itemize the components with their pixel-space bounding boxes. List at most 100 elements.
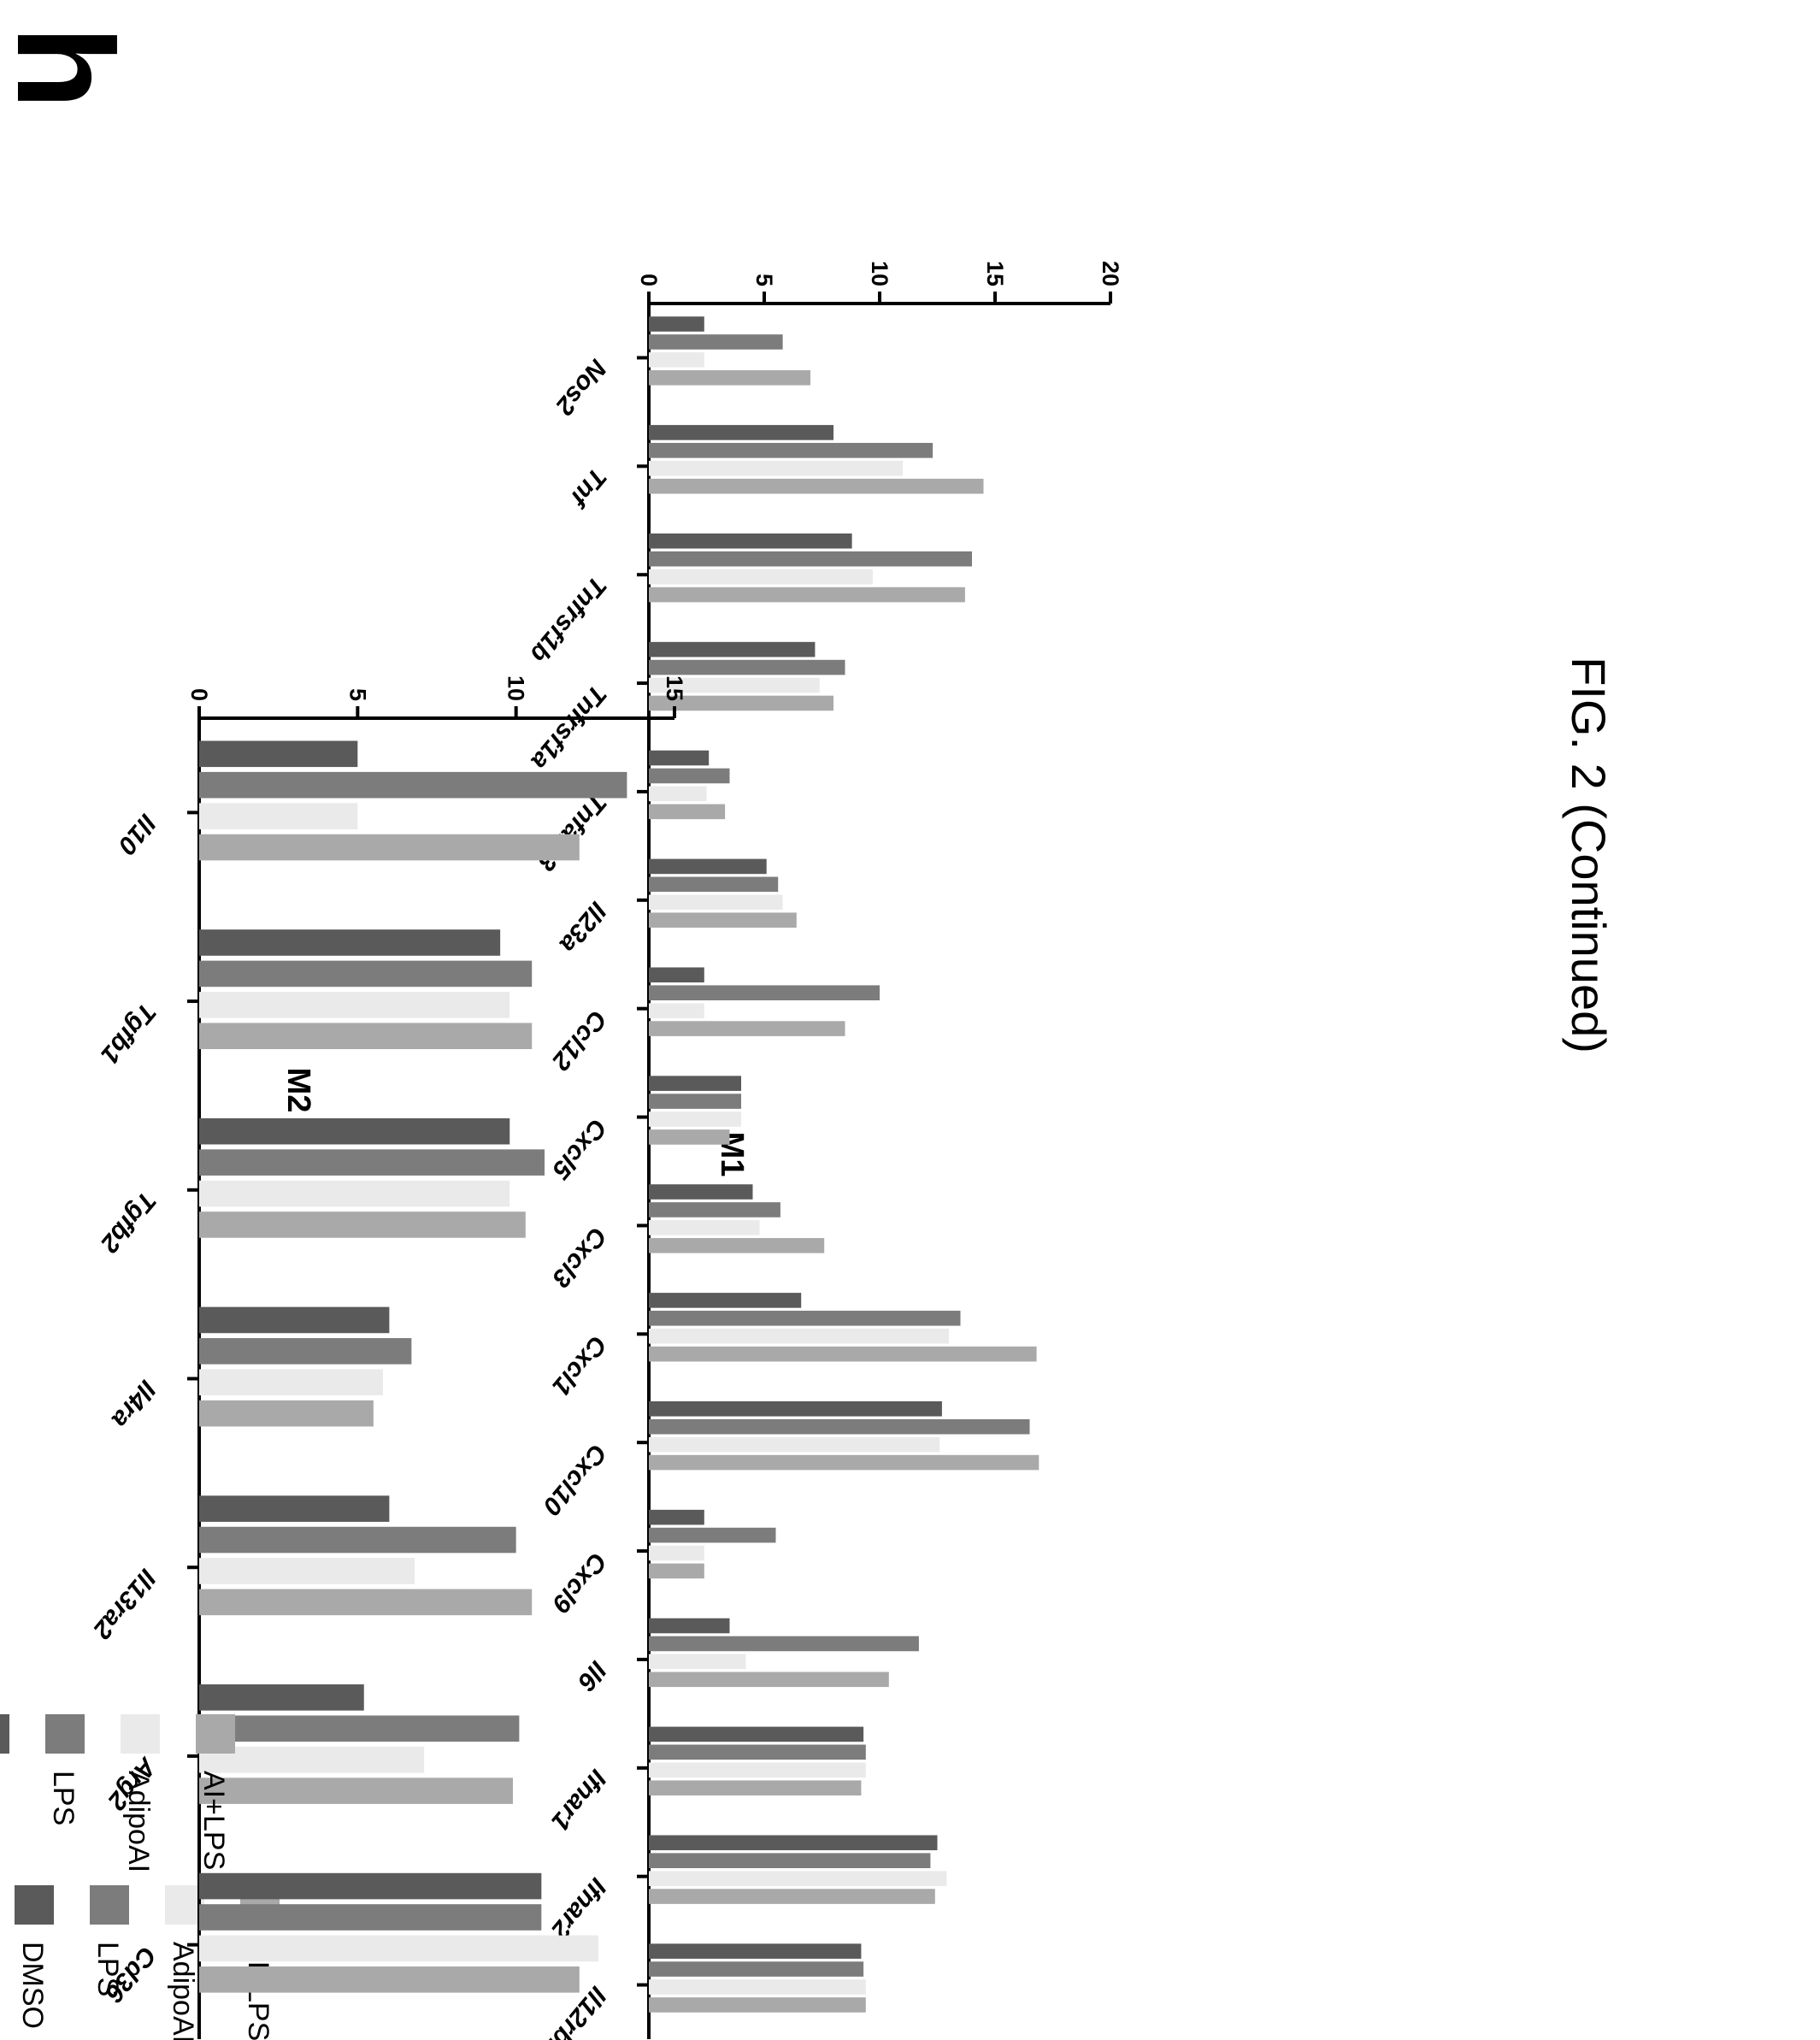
bar-dmso-nos2 bbox=[649, 316, 704, 332]
bar-lps-cxcl10 bbox=[649, 1418, 1030, 1435]
bar-adipoai-arg2 bbox=[199, 1746, 425, 1773]
category-label-cxcl10: Cxcl10 bbox=[537, 1439, 612, 1521]
bar-ai-lps-ifnar1 bbox=[649, 1780, 862, 1795]
bar-lps-ifnar1 bbox=[649, 1744, 866, 1760]
bar-ai-lps-tnfrsf1b bbox=[649, 587, 965, 603]
bar-ai-lps-cxcl9 bbox=[649, 1563, 704, 1579]
bar-adipoai-ifnar2 bbox=[649, 1871, 947, 1886]
legend-swatch-dmso bbox=[0, 1714, 9, 1754]
bar-dmso-il23a bbox=[648, 858, 767, 875]
bar-adipoai-tgfb2 bbox=[198, 1180, 510, 1207]
legend-label-adipoai: AdipoAI bbox=[122, 1771, 155, 1872]
bar-adipoai-ccl12 bbox=[649, 1003, 704, 1018]
bar-adipoai-tnfrsf1a bbox=[649, 677, 820, 693]
bar-adipoai-tnfrsf1b bbox=[649, 569, 873, 585]
bar-adipoai-il4ra bbox=[199, 1369, 383, 1396]
bar-dmso-il12rb1 bbox=[649, 1943, 862, 1959]
bar-ai-lps-cxcl10 bbox=[649, 1454, 1040, 1471]
chart-m2: M20 5 10 15Il10Tgfb1Tgfb2Il4raIl13ra2Arg2Cd… bbox=[0, 675, 687, 2039]
bar-adipoai-il12rb1 bbox=[649, 1979, 866, 1995]
legend-label-lps: LPS bbox=[91, 1942, 124, 1996]
bar-ai-lps-il12rb1 bbox=[649, 1997, 866, 2013]
category-label-il23a: Il23a bbox=[554, 896, 612, 958]
category-label-il10: Il10 bbox=[112, 809, 162, 860]
y-tick-label: 20 bbox=[1098, 261, 1123, 286]
bar-adipoai-ifnar1 bbox=[649, 1762, 866, 1778]
category-label-cxcl1: Cxcl1 bbox=[546, 1330, 612, 1401]
category-label-cxcl5: Cxcl5 bbox=[545, 1113, 612, 1185]
legend-swatch-dmso bbox=[15, 1885, 54, 1925]
bar-lps-cxcl1 bbox=[649, 1311, 961, 1326]
bar-ai-lps-il6 bbox=[649, 1672, 889, 1688]
bar-adipoai-tnf bbox=[649, 460, 903, 476]
bar-dmso-arg2 bbox=[199, 1684, 364, 1711]
bar-ai-lps-cxcl3 bbox=[648, 1238, 825, 1253]
bar-dmso-cd36 bbox=[198, 1872, 542, 1900]
legend-label-ai-lps: AI+LPS bbox=[197, 1771, 230, 1870]
legend-swatch-adipoai bbox=[165, 1885, 204, 1925]
category-label-ifnar2: Ifnar2 bbox=[545, 1872, 612, 1944]
bar-lps-arg2 bbox=[198, 1715, 520, 1742]
category-label-tnfrsf1a: Tnfrsf1a bbox=[526, 680, 612, 775]
bar-lps-tnfrsf1b bbox=[649, 551, 972, 567]
bar-ai-lps-il4ra bbox=[199, 1400, 374, 1427]
panel-letter: h bbox=[0, 26, 142, 109]
bar-dmso-il4ra bbox=[199, 1306, 390, 1334]
bar-lps-ccl12 bbox=[649, 985, 880, 1000]
bar-adipoai-nos2 bbox=[649, 352, 704, 368]
y-tick-label: 0 bbox=[186, 688, 212, 701]
bar-dmso-ifnar1 bbox=[648, 1726, 864, 1742]
bar-dmso-il10 bbox=[199, 740, 358, 768]
category-label-cxcl9: Cxcl9 bbox=[546, 1548, 612, 1618]
y-tick-label: 10 bbox=[504, 675, 529, 701]
category-label-nos2: Nos2 bbox=[550, 354, 612, 421]
category-label-cxcl3: Cxcl3 bbox=[546, 1222, 612, 1293]
bar-ai-lps-nos2 bbox=[649, 370, 810, 386]
bar-adipoai-tgfb1 bbox=[198, 992, 510, 1018]
bar-ai-lps-tnfaip3 bbox=[648, 804, 726, 820]
legend-label-lps: LPS bbox=[47, 1771, 80, 1825]
bar-lps-tnfaip3 bbox=[649, 768, 730, 784]
bar-dmso-tnfaip3 bbox=[648, 750, 710, 766]
bar-dmso-il13ra2 bbox=[199, 1495, 390, 1522]
bar-ai-lps-ifnar2 bbox=[649, 1889, 935, 1904]
bar-dmso-cxcl9 bbox=[649, 1509, 704, 1525]
bar-ai-lps-il13ra2 bbox=[198, 1589, 533, 1616]
bar-ai-lps-cxcl1 bbox=[648, 1346, 1037, 1362]
bar-ai-lps-cxcl5 bbox=[649, 1129, 730, 1145]
legend-label-dmso: DMSO bbox=[16, 1942, 49, 2029]
category-label-tnfaip3: Tnfaip3 bbox=[532, 787, 612, 876]
bar-lps-tnf bbox=[648, 443, 934, 458]
y-tick-label: 5 bbox=[345, 688, 370, 701]
y-tick-label: 15 bbox=[982, 261, 1008, 286]
bar-lps-il10 bbox=[199, 771, 627, 799]
bar-lps-tgfb2 bbox=[198, 1149, 545, 1176]
bar-ai-lps-tgfb1 bbox=[198, 1023, 533, 1050]
bar-adipoai-il13ra2 bbox=[199, 1558, 415, 1584]
bar-dmso-ifnar2 bbox=[649, 1835, 938, 1851]
bar-dmso-ccl12 bbox=[649, 967, 704, 983]
bar-lps-tnfrsf1a bbox=[649, 659, 845, 675]
bar-dmso-tnf bbox=[649, 425, 833, 440]
bar-lps-il23a bbox=[648, 876, 779, 893]
bar-lps-il13ra2 bbox=[198, 1526, 516, 1554]
bar-adipoai-cxcl1 bbox=[649, 1328, 949, 1344]
bar-lps-il4ra bbox=[199, 1338, 412, 1365]
bar-adipoai-cxcl10 bbox=[648, 1436, 940, 1453]
category-label-il6: Il6 bbox=[572, 1655, 612, 1695]
y-tick-label: 15 bbox=[662, 675, 687, 701]
bar-dmso-cxcl1 bbox=[648, 1293, 802, 1308]
bar-lps-cxcl3 bbox=[649, 1202, 780, 1218]
bar-ai-lps-tgfb2 bbox=[198, 1212, 526, 1238]
category-label-il13ra2: Il13ra2 bbox=[87, 1564, 162, 1644]
bar-ai-lps-ccl12 bbox=[649, 1021, 845, 1036]
bar-lps-tgfb1 bbox=[198, 960, 533, 988]
category-label-tgfb2: Tgfb2 bbox=[95, 1186, 162, 1258]
y-tick-label: 10 bbox=[867, 261, 892, 286]
bar-lps-ifnar2 bbox=[649, 1853, 931, 1868]
bar-dmso-cxcl3 bbox=[649, 1184, 753, 1200]
y-tick-label: 0 bbox=[636, 274, 662, 286]
category-label-tnfrsf1b: Tnfrsf1b bbox=[525, 571, 612, 668]
